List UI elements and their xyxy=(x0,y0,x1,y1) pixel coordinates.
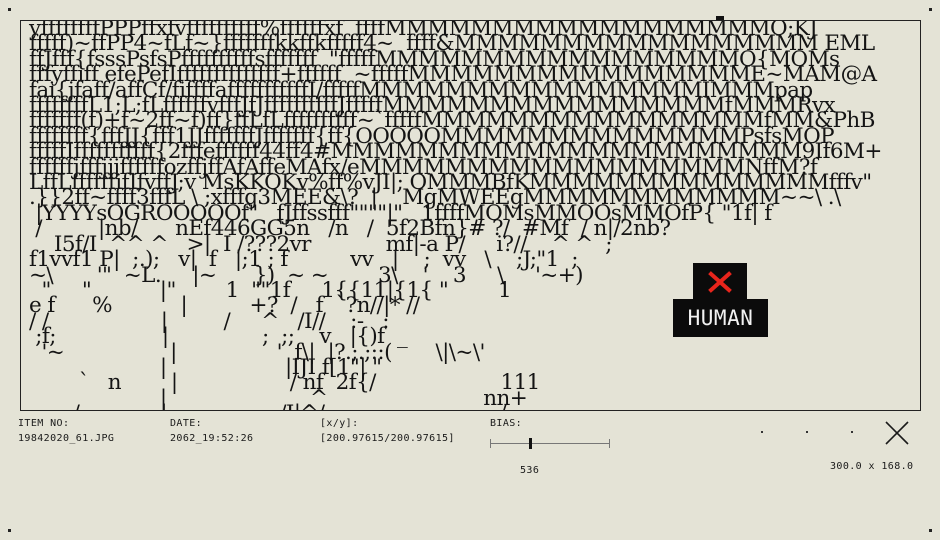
bias-slider-handle[interactable] xyxy=(529,438,532,449)
bias-slider-tick xyxy=(490,439,491,448)
ascii-art-image: yffffffffPPPffxfvffffffffff%ffffffxf fff… xyxy=(29,20,882,411)
bias-value: 536 xyxy=(520,465,540,476)
human-detection-tag[interactable]: HUMAN xyxy=(673,263,768,339)
corner-dot xyxy=(8,8,11,11)
coords-label: [x/y]: xyxy=(320,418,359,429)
corner-dot xyxy=(929,529,932,532)
corner-dot xyxy=(929,8,932,11)
close-x-icon xyxy=(708,271,732,293)
coords-value: [200.97615/200.97615] xyxy=(320,433,455,444)
nav-dot[interactable] xyxy=(806,431,808,433)
close-icon[interactable] xyxy=(884,420,910,446)
reject-box[interactable] xyxy=(693,263,747,301)
image-dimensions: 300.0 x 168.0 xyxy=(830,461,914,472)
bias-slider-tick xyxy=(609,439,610,448)
date-section: DATE: 2062_19:52:26 xyxy=(170,416,253,446)
image-viewport[interactable]: yffffffffPPPffxfvffffffffff%ffffffxf fff… xyxy=(20,20,921,411)
coords-section: [x/y]: [200.97615/200.97615] xyxy=(320,416,455,446)
bias-label: BIAS: xyxy=(490,418,523,429)
item-no-section: ITEM NO: 19842020_61.JPG xyxy=(18,416,114,446)
nav-dot[interactable] xyxy=(761,431,763,433)
human-label: HUMAN xyxy=(673,299,768,337)
date-value: 2062_19:52:26 xyxy=(170,433,254,444)
date-label: DATE: xyxy=(170,418,203,429)
corner-dot xyxy=(8,529,11,532)
item-no-label: ITEM NO: xyxy=(18,418,70,429)
item-no-value: 19842020_61.JPG xyxy=(18,433,115,444)
bias-slider[interactable] xyxy=(490,438,610,449)
nav-dot[interactable] xyxy=(851,431,853,433)
